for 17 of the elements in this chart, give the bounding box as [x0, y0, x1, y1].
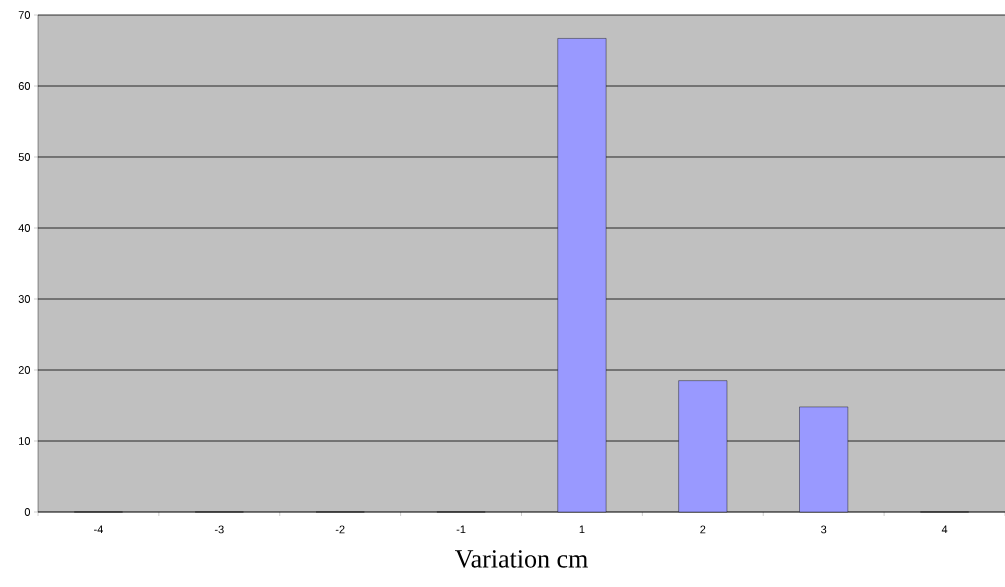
y-tick-label: 0 [24, 508, 31, 516]
x-axis-title: Variation cm [455, 550, 588, 568]
x-tick-label: 2 [700, 525, 706, 534]
x-tick-label: -1 [456, 525, 466, 534]
y-tick-label: 50 [18, 153, 31, 161]
y-tick-label: 70 [18, 11, 31, 19]
x-tick-label: -4 [94, 525, 103, 534]
x-tick-label: 4 [941, 525, 948, 534]
y-tick-label: 40 [18, 224, 31, 232]
y-tick-label: 20 [18, 366, 31, 374]
y-tick-label: 10 [19, 437, 31, 445]
x-tick-label: 3 [821, 525, 827, 534]
y-tick-label: 30 [18, 295, 31, 303]
x-tick-label: -3 [214, 525, 224, 534]
y-tick-label: 60 [18, 82, 31, 90]
x-tick-label: 1 [579, 525, 585, 534]
x-tick-label: -2 [335, 525, 345, 534]
